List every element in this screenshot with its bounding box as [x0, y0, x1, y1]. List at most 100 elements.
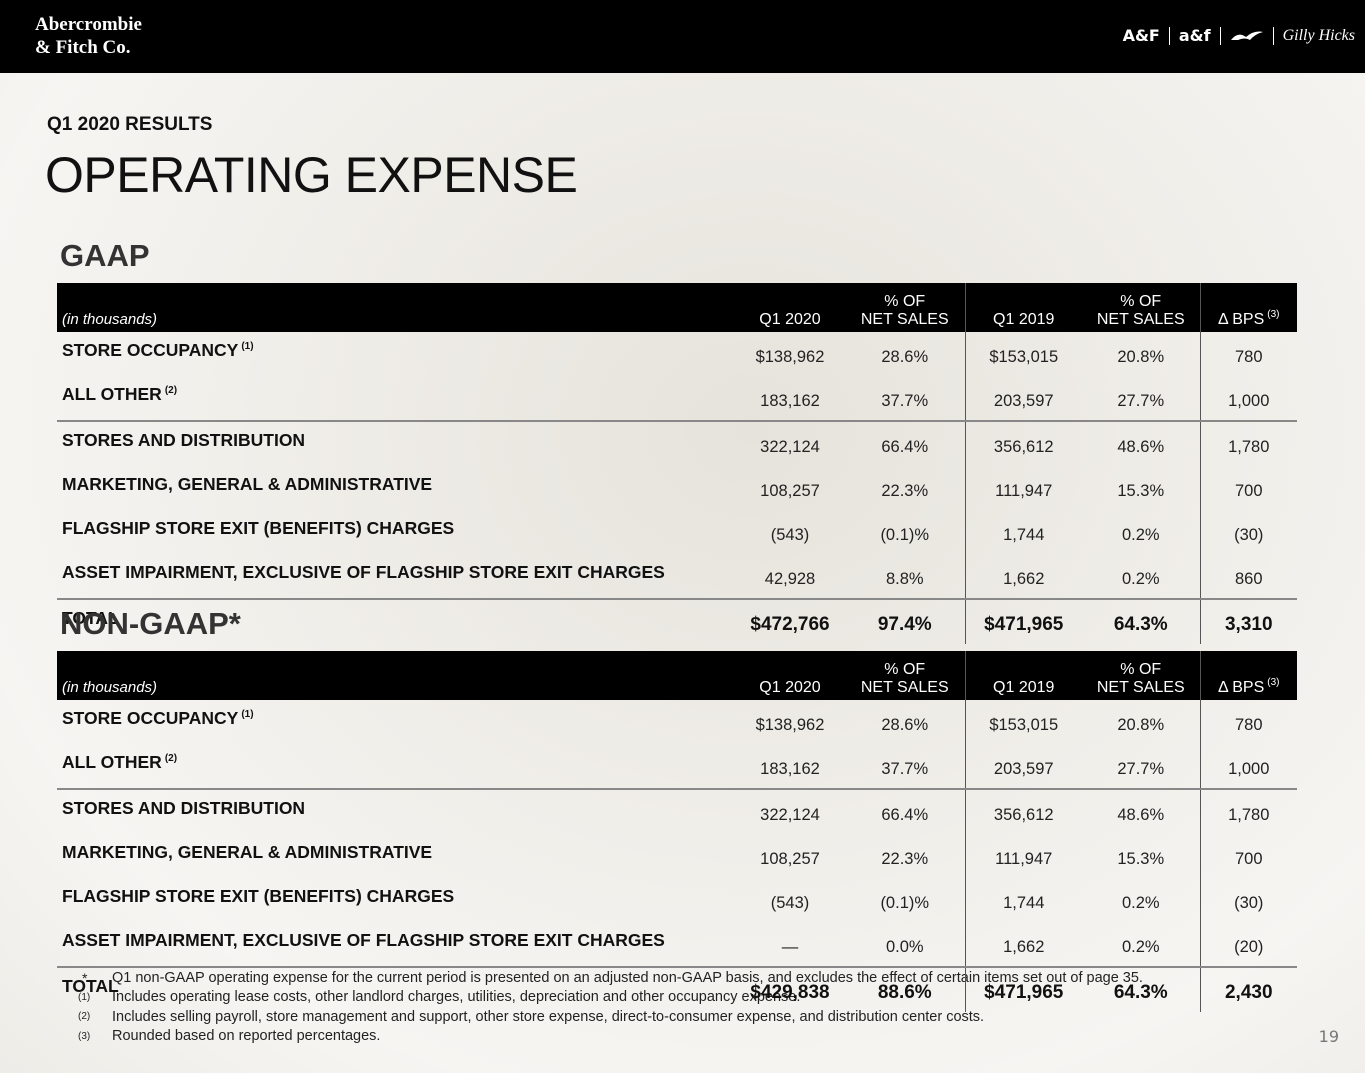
header-line: Δ BPS (3) — [1218, 309, 1280, 328]
row-label: TOTAL — [57, 967, 735, 1012]
table-row: ALL OTHER (2) 183,162 37.7% 203,597 27.7% 1,00… — [57, 376, 1297, 422]
footnote-text: Includes operating lease costs, other la… — [112, 989, 801, 1006]
cell: (20) — [1199, 922, 1297, 968]
cell: 1,000 — [1199, 376, 1297, 422]
cell: 66.4% — [881, 437, 929, 456]
cell: 1,780 — [1199, 421, 1297, 466]
cell: 37.7% — [845, 744, 965, 790]
column-header: Q1 2020 — [735, 283, 845, 332]
table-header: (in thousands) Q1 2020 % OF NET SALES Q1 201… — [57, 651, 1297, 700]
table-row: FLAGSHIP STORE EXIT (BENEFITS) CHARGES (5… — [57, 878, 1297, 922]
cell: 27.7% — [1082, 376, 1200, 422]
cell: 20.8% — [1117, 347, 1165, 366]
footnotes: * Q1 non-GAAP operating expense for the c… — [78, 968, 1143, 1046]
table-body: STORE OCCUPANCY (1) $138,962 28.6% $153,015 2… — [57, 332, 1297, 644]
cell: $153,015 — [964, 332, 1082, 376]
label-text: TOTAL — [62, 608, 119, 628]
table-row: ASSET IMPAIRMENT, EXCLUSIVE OF FLAGSHIP … — [57, 922, 1297, 968]
cell: 64.3% — [1113, 614, 1168, 635]
logo-line: & Fitch Co. — [35, 37, 131, 58]
cell: $472,766 — [750, 614, 830, 635]
table-header: (in thousands) Q1 2020 % OF NET SALES Q1 201… — [57, 283, 1297, 332]
column-header: (in thousands) — [57, 283, 735, 332]
header-line: Δ BPS (3) — [1218, 677, 1280, 696]
label-text: ALL OTHER — [62, 384, 162, 404]
column-header: Q1 2020 — [735, 651, 845, 700]
table-heading: GAAP — [60, 238, 150, 273]
row-label: STORE OCCUPANCY (1) — [57, 700, 735, 744]
header-row: (in thousands) Q1 2020 % OF NET SALES Q1 201… — [57, 283, 1297, 332]
table: (in thousands) Q1 2020 % OF NET SALES Q1 201… — [57, 283, 1297, 644]
column-header: Δ BPS (3) — [1199, 283, 1297, 332]
cell: 2,430 — [1199, 967, 1297, 1012]
label-text: ASSET IMPAIRMENT, EXCLUSIVE OF FLAGSHIP … — [62, 562, 665, 582]
table-row: STORE OCCUPANCY (1) $138,962 28.6% $153,015 2… — [57, 332, 1297, 376]
separator — [1219, 26, 1221, 45]
cell: 48.6% — [1117, 437, 1165, 456]
footnote-ref: (2) — [164, 753, 178, 764]
table-row: ALL OTHER (2) 183,162 37.7% 203,597 27.7% 1,00… — [57, 744, 1297, 790]
cell: 15.3% — [1117, 481, 1165, 500]
separator — [1272, 26, 1274, 45]
cell: 66.4% — [881, 805, 929, 824]
total-row: TOTAL $472,766 97.4% $471,965 64.3% 3,310 — [57, 599, 1297, 644]
cell: $138,962 — [755, 715, 825, 734]
cell: 28.6% — [881, 715, 929, 734]
cell: (543) — [770, 893, 810, 912]
cell: 3,310 — [1199, 599, 1297, 644]
header-line: Q1 2020 — [759, 679, 821, 696]
table-row: STORES AND DISTRIBUTION 322,124 66.4% 356,6… — [57, 789, 1297, 834]
cell: (30) — [1199, 510, 1297, 554]
cell: (0.1)% — [880, 525, 930, 544]
cell: 0.2% — [1082, 922, 1200, 968]
cell: $153,015 — [964, 700, 1082, 744]
cell: $429,838 — [750, 982, 830, 1003]
row-label: STORES AND DISTRIBUTION — [57, 789, 735, 834]
label-text: STORES AND DISTRIBUTION — [62, 798, 306, 818]
header-line: Q1 2019 — [993, 311, 1055, 328]
row-label: FLAGSHIP STORE EXIT (BENEFITS) CHARGES — [57, 878, 735, 922]
column-header: Δ BPS (3) — [1199, 651, 1297, 700]
cell: $471,965 — [964, 967, 1082, 1012]
cell: 111,947 — [964, 834, 1082, 878]
header-line: NET SALES — [860, 679, 949, 696]
cell: 108,257 — [760, 849, 820, 868]
cell: 203,597 — [964, 744, 1082, 790]
column-header: % OF NET SALES — [1082, 283, 1200, 332]
footnote-ref: (2) — [164, 385, 178, 396]
table-row: MARKETING, GENERAL & ADMINISTRATIVE 108,2… — [57, 834, 1297, 878]
header-row: (in thousands) Q1 2020 % OF NET SALES Q1 201… — [57, 651, 1297, 700]
header-line: Q1 2020 — [759, 311, 821, 328]
cell: 203,597 — [964, 376, 1082, 422]
table-body: STORE OCCUPANCY (1) $138,962 28.6% $153,015 2… — [57, 700, 1297, 1012]
label-text: ALL OTHER — [62, 752, 162, 772]
cell: 700 — [1199, 466, 1297, 510]
cell: 860 — [1199, 554, 1297, 600]
brand: A&F — [1122, 26, 1160, 45]
row-label: MARKETING, GENERAL & ADMINISTRATIVE — [57, 466, 735, 510]
footnote-marker: * — [82, 969, 88, 986]
column-header: % OF NET SALES — [845, 651, 965, 700]
footnote: (1) Includes operating lease costs, other… — [78, 988, 1143, 1008]
cell: 1,000 — [1199, 744, 1297, 790]
brand: Gilly Hicks — [1282, 26, 1355, 44]
row-label: ASSET IMPAIRMENT, EXCLUSIVE OF FLAGSHIP … — [57, 922, 735, 968]
cell: 322,124 — [760, 437, 820, 456]
cell: 700 — [1199, 834, 1297, 878]
cell: 22.3% — [881, 481, 929, 500]
cell: 27.7% — [1082, 744, 1200, 790]
cell: 356,612 — [964, 421, 1082, 466]
cell: 1,662 — [964, 922, 1082, 968]
row-label: STORES AND DISTRIBUTION — [57, 421, 735, 466]
header-line: (in thousands) — [62, 679, 158, 696]
cell: 28.6% — [881, 347, 929, 366]
header-line: % OF — [1120, 293, 1162, 310]
column-header: % OF NET SALES — [845, 283, 965, 332]
cell: 780 — [1199, 332, 1297, 376]
column-header: % OF NET SALES — [1082, 651, 1200, 700]
title: OPERATING EXPENSE — [45, 147, 578, 203]
label-text: STORE OCCUPANCY — [62, 340, 239, 360]
table-row: STORE OCCUPANCY (1) $138,962 28.6% $153,015 2… — [57, 700, 1297, 744]
header-line: Q1 2019 — [993, 679, 1055, 696]
